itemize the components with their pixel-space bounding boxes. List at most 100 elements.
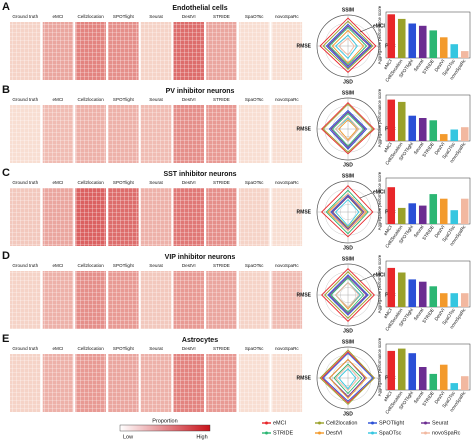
heatmap-grid (75, 354, 106, 412)
heatmap-label: novoSpaRc (275, 180, 299, 185)
heatmap-label: Ground truth (12, 97, 38, 102)
bar (460, 51, 469, 58)
radar-series (331, 112, 365, 147)
bar (397, 18, 406, 58)
heatmap-grid (271, 22, 303, 80)
heatmap-label: eMCI (52, 180, 63, 185)
heatmap-label: eMCI (52, 263, 63, 268)
panel-letter: A (2, 1, 10, 13)
radar-axis-label: SSIM (342, 173, 354, 179)
bar-y-label: Aggregative performance score (377, 171, 382, 230)
radar-series (331, 195, 365, 230)
bar (387, 267, 396, 307)
bar (387, 350, 396, 390)
heatmap-label: eMCI (52, 346, 63, 351)
radar-axis-label: JSD (343, 328, 353, 334)
bar-frame (385, 260, 471, 308)
heatmap-label: eMCI (52, 14, 63, 19)
annotation: eMCI (373, 23, 386, 29)
radar-axis-label: RMSE (297, 292, 312, 298)
radar-series (321, 268, 375, 322)
bar (408, 279, 417, 307)
heatmap-grid (42, 188, 74, 246)
radar-axis-label: SSIM (342, 7, 354, 13)
heatmap-label: eMCI (52, 97, 63, 102)
bar (439, 198, 448, 224)
bar (439, 364, 448, 390)
bar (408, 23, 417, 58)
row-title: Endothelial cells (172, 5, 227, 12)
heatmap-label: DestVI (182, 346, 196, 351)
bar-category-label: eMCI (383, 307, 393, 319)
heatmap-grid (140, 188, 172, 246)
panel-letter: D (2, 250, 10, 262)
heatmap-label: Seurat (149, 346, 163, 351)
bar-category-label: eMCI (383, 390, 393, 402)
bar-frame (385, 94, 471, 142)
bar (429, 120, 438, 141)
heatmap-label: Cell2location (77, 14, 104, 19)
bar (418, 205, 427, 224)
bar (418, 281, 427, 307)
heatmap-label: DestVI (182, 180, 196, 185)
heatmap-grid (108, 105, 139, 163)
heatmap-label: SpaOTsc (245, 263, 264, 268)
heatmap-label: Seurat (149, 97, 163, 102)
heatmap-grid (140, 354, 172, 412)
heatmap-grid (108, 271, 139, 329)
legend-label: Seurat (432, 420, 449, 426)
bar (439, 37, 448, 58)
heatmap-grid (108, 354, 139, 412)
bar-frame (385, 343, 471, 391)
legend-marker (371, 421, 374, 425)
radar-series (338, 368, 357, 390)
heatmap-label: Cell2location (77, 97, 104, 102)
radar-series (328, 275, 368, 315)
row-title: VIP inhibitor neurons (165, 254, 236, 261)
heatmap-label: novoSpaRc (275, 263, 299, 268)
bar (450, 210, 459, 224)
bar (460, 127, 469, 141)
bar-frame (385, 177, 471, 225)
bar-category-label: eMCI (383, 58, 393, 70)
bar (418, 118, 427, 141)
bar (408, 115, 417, 141)
radar-series (328, 358, 368, 399)
legend-marker (318, 431, 321, 435)
bar (450, 293, 459, 307)
bar (397, 272, 406, 307)
heatmap-grid (238, 22, 270, 80)
radar-series (327, 274, 369, 316)
heatmap-grid (173, 354, 204, 412)
row-title: Astrocytes (182, 337, 218, 344)
bar-y-label: Aggregative performance score (377, 254, 382, 313)
colorbar-low: Low (123, 434, 133, 440)
radar-series (328, 192, 366, 232)
radar-series (331, 29, 365, 64)
heatmap-label: DestVI (182, 14, 196, 19)
colorbar (119, 424, 211, 432)
radar-series (334, 34, 358, 60)
heatmap-label: novoSpaRc (275, 97, 299, 102)
bar (397, 101, 406, 141)
radar-axis-label: RMSE (297, 209, 312, 215)
bar (408, 203, 417, 224)
legend-marker (265, 431, 268, 435)
heatmap-label: STRIDE (213, 346, 230, 351)
bar (408, 353, 417, 390)
radar-series (319, 17, 377, 73)
bar-y-label: Aggregative performance score (377, 337, 382, 396)
legend-marker (424, 431, 427, 435)
bar (429, 373, 438, 390)
heatmap-grid (206, 271, 237, 329)
bar (450, 129, 459, 141)
heatmap-grid (10, 188, 41, 246)
heatmap-grid (173, 188, 204, 246)
bar-y-label: Aggregative performance score (377, 88, 382, 147)
heatmap-grid (108, 22, 139, 80)
legend-marker (318, 421, 321, 425)
radar-series (338, 119, 358, 141)
heatmap-grid (271, 354, 303, 412)
radar-series (322, 103, 374, 153)
